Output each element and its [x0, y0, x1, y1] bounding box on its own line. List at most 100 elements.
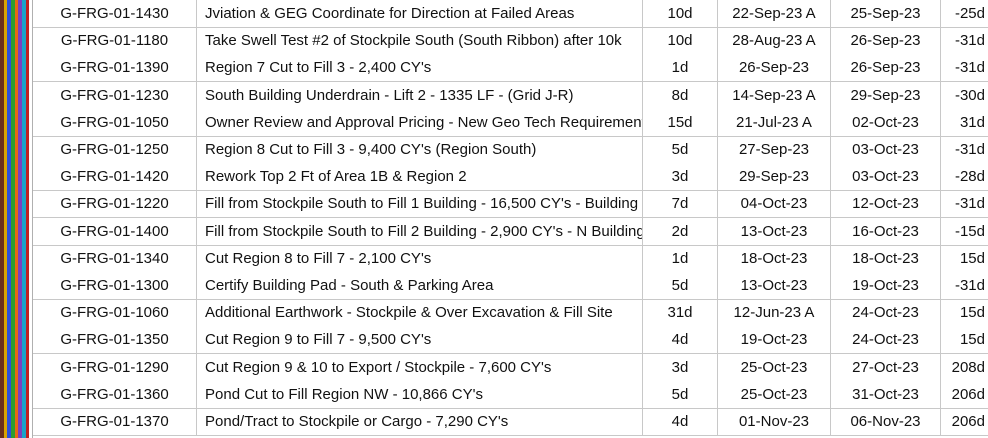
- table-row[interactable]: G-FRG-01-1300 Certify Building Pad - Sout…: [33, 272, 988, 300]
- activity-id-cell[interactable]: G-FRG-01-1400: [33, 217, 197, 245]
- duration-cell[interactable]: 5d: [643, 380, 718, 408]
- finish-date-cell[interactable]: 29-Sep-23: [831, 81, 941, 109]
- table-row[interactable]: G-FRG-01-1050 Owner Review and Approval P…: [33, 108, 988, 137]
- finish-date-cell[interactable]: 06-Nov-23: [831, 408, 941, 435]
- finish-date-cell[interactable]: 24-Oct-23: [831, 299, 941, 327]
- start-date-cell[interactable]: 25-Oct-23: [718, 380, 831, 408]
- start-date-cell[interactable]: 28-Aug-23 A: [718, 27, 831, 55]
- table-row[interactable]: G-FRG-01-1340 Cut Region 8 to Fill 7 - 2,…: [33, 244, 988, 273]
- activity-name-cell[interactable]: Jviation & GEG Coordinate for Direction …: [197, 0, 643, 27]
- duration-cell[interactable]: 4d: [643, 408, 718, 435]
- table-row[interactable]: G-FRG-01-1230 South Building Underdrain -…: [33, 81, 988, 110]
- table-row[interactable]: G-FRG-01-1430 Jviation & GEG Coordinate f…: [33, 0, 988, 28]
- total-float-cell[interactable]: -30d: [954, 86, 985, 104]
- total-float-cell[interactable]: 31d: [959, 113, 985, 131]
- table-row[interactable]: G-FRG-01-1400 Fill from Stockpile South t…: [33, 217, 988, 246]
- activity-name-cell[interactable]: Region 7 Cut to Fill 3 - 2,400 CY's: [197, 54, 643, 82]
- table-row[interactable]: G-FRG-01-1060 Additional Earthwork - Stoc…: [33, 299, 988, 328]
- duration-cell[interactable]: 1d: [643, 54, 718, 82]
- table-row[interactable]: G-FRG-01-1180 Take Swell Test #2 of Stock…: [33, 27, 988, 56]
- start-date-cell[interactable]: 26-Sep-23: [718, 54, 831, 82]
- start-date-cell[interactable]: 25-Oct-23: [718, 353, 831, 381]
- finish-date-cell[interactable]: 31-Oct-23: [831, 380, 941, 408]
- finish-date-cell[interactable]: 27-Oct-23: [831, 353, 941, 381]
- total-float-cell[interactable]: -31d: [954, 141, 985, 158]
- start-date-cell[interactable]: 19-Oct-23: [718, 326, 831, 354]
- finish-date-cell[interactable]: 18-Oct-23: [831, 244, 941, 272]
- duration-cell[interactable]: 10d: [643, 0, 718, 27]
- total-float-cell[interactable]: -31d: [954, 59, 985, 77]
- duration-cell[interactable]: 4d: [643, 326, 718, 354]
- activity-name-cell[interactable]: Owner Review and Approval Pricing - New …: [197, 108, 643, 136]
- total-float-cell[interactable]: 206d: [951, 385, 985, 403]
- activity-id-cell[interactable]: G-FRG-01-1420: [33, 163, 197, 191]
- total-float-cell[interactable]: 15d: [959, 331, 985, 349]
- activity-id-cell[interactable]: G-FRG-01-1290: [33, 353, 197, 381]
- activity-name-cell[interactable]: Fill from Stockpile South to Fill 1 Buil…: [197, 190, 643, 218]
- duration-cell[interactable]: 7d: [643, 190, 718, 218]
- activity-id-cell[interactable]: G-FRG-01-1220: [33, 190, 197, 218]
- activity-name-cell[interactable]: Take Swell Test #2 of Stockpile South (S…: [197, 27, 643, 55]
- total-float-cell[interactable]: -15d: [954, 222, 985, 240]
- start-date-cell[interactable]: 01-Nov-23: [718, 408, 831, 435]
- finish-date-cell[interactable]: 26-Sep-23: [831, 54, 941, 82]
- duration-cell[interactable]: 8d: [643, 81, 718, 109]
- table-row[interactable]: G-FRG-01-1370 Pond/Tract to Stockpile or …: [33, 408, 988, 436]
- activity-id-cell[interactable]: G-FRG-01-1060: [33, 299, 197, 327]
- finish-date-cell[interactable]: 25-Sep-23: [831, 0, 941, 27]
- total-float-cell[interactable]: -31d: [954, 195, 985, 213]
- finish-date-cell[interactable]: 26-Sep-23: [831, 27, 941, 55]
- activity-id-cell[interactable]: G-FRG-01-1230: [33, 81, 197, 109]
- finish-date-cell[interactable]: 03-Oct-23: [831, 136, 941, 163]
- total-float-cell[interactable]: 208d: [951, 358, 985, 376]
- duration-cell[interactable]: 5d: [643, 272, 718, 299]
- table-row[interactable]: G-FRG-01-1220 Fill from Stockpile South t…: [33, 190, 988, 219]
- start-date-cell[interactable]: 21-Jul-23 A: [718, 108, 831, 136]
- total-float-cell[interactable]: 15d: [959, 249, 985, 267]
- activity-name-cell[interactable]: Pond/Tract to Stockpile or Cargo - 7,290…: [197, 408, 643, 435]
- activity-id-cell[interactable]: G-FRG-01-1390: [33, 54, 197, 82]
- start-date-cell[interactable]: 29-Sep-23: [718, 163, 831, 191]
- start-date-cell[interactable]: 14-Sep-23 A: [718, 81, 831, 109]
- duration-cell[interactable]: 3d: [643, 163, 718, 191]
- total-float-cell[interactable]: 206d: [951, 413, 985, 430]
- table-row[interactable]: G-FRG-01-1390 Region 7 Cut to Fill 3 - 2,…: [33, 54, 988, 83]
- total-float-cell[interactable]: -31d: [954, 32, 985, 50]
- activity-name-cell[interactable]: Region 8 Cut to Fill 3 - 9,400 CY's (Reg…: [197, 136, 643, 163]
- duration-cell[interactable]: 2d: [643, 217, 718, 245]
- finish-date-cell[interactable]: 16-Oct-23: [831, 217, 941, 245]
- start-date-cell[interactable]: 18-Oct-23: [718, 244, 831, 272]
- start-date-cell[interactable]: 13-Oct-23: [718, 272, 831, 299]
- table-row[interactable]: G-FRG-01-1420 Rework Top 2 Ft of Area 1B …: [33, 163, 988, 192]
- table-row[interactable]: G-FRG-01-1290 Cut Region 9 & 10 to Export…: [33, 353, 988, 382]
- finish-date-cell[interactable]: 03-Oct-23: [831, 163, 941, 191]
- finish-date-cell[interactable]: 12-Oct-23: [831, 190, 941, 218]
- activity-name-cell[interactable]: Cut Region 8 to Fill 7 - 2,100 CY's: [197, 244, 643, 272]
- duration-cell[interactable]: 5d: [643, 136, 718, 163]
- table-row[interactable]: G-FRG-01-1360 Pond Cut to Fill Region NW …: [33, 380, 988, 409]
- activity-name-cell[interactable]: Certify Building Pad - South & Parking A…: [197, 272, 643, 299]
- total-float-cell[interactable]: -25d: [954, 5, 985, 22]
- activity-name-cell[interactable]: Rework Top 2 Ft of Area 1B & Region 2: [197, 163, 643, 191]
- activity-name-cell[interactable]: Cut Region 9 to Fill 7 - 9,500 CY's: [197, 326, 643, 354]
- duration-cell[interactable]: 15d: [643, 108, 718, 136]
- activity-id-cell[interactable]: G-FRG-01-1360: [33, 380, 197, 408]
- total-float-cell[interactable]: -28d: [954, 168, 985, 186]
- duration-cell[interactable]: 1d: [643, 244, 718, 272]
- activity-id-cell[interactable]: G-FRG-01-1250: [33, 136, 197, 163]
- start-date-cell[interactable]: 04-Oct-23: [718, 190, 831, 218]
- start-date-cell[interactable]: 13-Oct-23: [718, 217, 831, 245]
- duration-cell[interactable]: 10d: [643, 27, 718, 55]
- finish-date-cell[interactable]: 24-Oct-23: [831, 326, 941, 354]
- activity-id-cell[interactable]: G-FRG-01-1180: [33, 27, 197, 55]
- finish-date-cell[interactable]: 19-Oct-23: [831, 272, 941, 299]
- start-date-cell[interactable]: 22-Sep-23 A: [718, 0, 831, 27]
- activity-id-cell[interactable]: G-FRG-01-1050: [33, 108, 197, 136]
- activity-name-cell[interactable]: Pond Cut to Fill Region NW - 10,866 CY's: [197, 380, 643, 408]
- activity-name-cell[interactable]: Cut Region 9 & 10 to Export / Stockpile …: [197, 353, 643, 381]
- duration-cell[interactable]: 3d: [643, 353, 718, 381]
- activity-name-cell[interactable]: South Building Underdrain - Lift 2 - 133…: [197, 81, 643, 109]
- total-float-cell[interactable]: 15d: [959, 304, 985, 322]
- total-float-cell[interactable]: -31d: [954, 277, 985, 294]
- start-date-cell[interactable]: 12-Jun-23 A: [718, 299, 831, 327]
